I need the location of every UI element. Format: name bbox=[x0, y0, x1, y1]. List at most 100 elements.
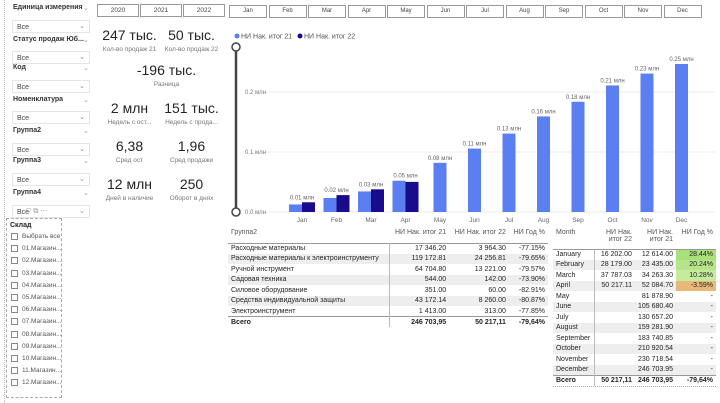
month-button-sep[interactable]: Sep bbox=[545, 5, 583, 18]
checkbox[interactable] bbox=[11, 257, 18, 265]
filter-dropdown[interactable]: Все ⌄ bbox=[12, 51, 90, 64]
warehouse-item[interactable]: 12.Магазин... bbox=[11, 379, 62, 387]
month-button-mar[interactable]: Mar bbox=[308, 5, 346, 18]
chevron-down-icon[interactable]: ⌄ bbox=[83, 158, 89, 165]
filter-icon[interactable]: ▽ ⧉ ⋯ bbox=[26, 208, 48, 215]
chevron-down-icon[interactable]: ⌄ bbox=[83, 190, 89, 197]
table-row[interactable]: Силовое оборудование 351.00 60.00 -82.91% bbox=[228, 285, 548, 296]
chevron-down-icon[interactable]: ⌄ bbox=[83, 65, 89, 72]
chevron-down-icon[interactable]: ⌄ bbox=[83, 5, 89, 12]
table-row[interactable]: June 105 680.40- bbox=[553, 301, 716, 312]
table-row[interactable]: October 210 920.54- bbox=[553, 343, 716, 354]
bar-21-feb[interactable] bbox=[323, 197, 337, 212]
year-button-2021[interactable]: 2021 bbox=[140, 4, 182, 17]
warehouse-item[interactable]: Выбрать все bbox=[11, 233, 60, 240]
month-button-nov[interactable]: Nov bbox=[624, 5, 662, 18]
filter-dropdown[interactable]: Все ⌄ bbox=[12, 143, 90, 156]
table-row[interactable]: Расходные материалы 17 346.20 3 964.30 -77.… bbox=[228, 243, 548, 254]
warehouse-item[interactable]: 08.Магазин... bbox=[11, 330, 62, 338]
bar-21-nov[interactable] bbox=[640, 73, 654, 212]
bar-21-jan[interactable] bbox=[289, 204, 302, 212]
warehouse-item[interactable]: 05.Магазин... bbox=[11, 294, 62, 301]
bar-21-apr[interactable] bbox=[392, 180, 406, 212]
bar-21-oct[interactable] bbox=[606, 85, 619, 212]
filter-dropdown[interactable]: Все ⌄ bbox=[12, 173, 90, 186]
table-row[interactable]: Садовая техника 544.00 142.00 -73.90% bbox=[228, 274, 548, 285]
year-button-2020[interactable]: 2020 bbox=[97, 4, 139, 17]
warehouse-item[interactable]: 09.Магазин... bbox=[11, 342, 62, 350]
chevron-down-icon[interactable]: ⌄ bbox=[83, 128, 89, 135]
checkbox[interactable] bbox=[11, 318, 18, 326]
bar-22-apr[interactable] bbox=[405, 181, 419, 212]
warehouse-item[interactable]: 07.Магазин... bbox=[11, 318, 62, 326]
checkbox[interactable] bbox=[11, 306, 18, 314]
checkbox[interactable] bbox=[11, 355, 18, 362]
table-row[interactable]: February 28 179.00 23 435.00 20.24% bbox=[553, 259, 716, 270]
bar-22-mar[interactable] bbox=[371, 189, 384, 212]
column-header[interactable]: Month bbox=[556, 229, 576, 236]
table-row[interactable]: Расходные материалы к электроинструменту… bbox=[228, 253, 548, 264]
checkbox[interactable] bbox=[11, 233, 18, 240]
column-header[interactable]: НИ Нак. итог 21 bbox=[394, 229, 447, 236]
month-button-oct[interactable]: Oct bbox=[584, 5, 623, 18]
bar-21-sep[interactable] bbox=[571, 101, 585, 212]
column-header[interactable]: НИ Нак. итог 21 bbox=[647, 229, 674, 243]
bar-21-may[interactable] bbox=[433, 162, 447, 212]
table-row[interactable]: November 230 718.54 - bbox=[553, 354, 716, 365]
bar-22-jan[interactable] bbox=[302, 202, 315, 212]
month-button-jul[interactable]: Jul bbox=[466, 5, 504, 18]
month-button-may[interactable]: May bbox=[387, 5, 425, 18]
table-row[interactable]: August 159 281.90- bbox=[553, 322, 716, 333]
bar-21-mar[interactable] bbox=[358, 191, 371, 212]
checkbox[interactable] bbox=[11, 281, 18, 289]
table-row[interactable]: April 50 217.11 52 084.70 -3.59% bbox=[553, 280, 716, 291]
bar-22-feb[interactable] bbox=[336, 195, 350, 212]
filter-dropdown[interactable]: Все ⌄ bbox=[12, 111, 90, 124]
warehouse-item[interactable]: 04.Магазин... bbox=[11, 281, 62, 289]
chevron-down-icon[interactable]: ⌄ bbox=[83, 37, 89, 44]
chevron-down-icon[interactable]: ⌄ bbox=[83, 97, 89, 104]
table-row[interactable]: Электроинструмент 1 413.00 313.00 -77.85% bbox=[228, 306, 548, 317]
checkbox[interactable] bbox=[11, 367, 18, 375]
month-button-jan[interactable]: Jan bbox=[229, 5, 267, 18]
table-row[interactable]: Средства индивидуальной защиты 43 172.14 8… bbox=[228, 295, 548, 306]
bar-21-jun[interactable] bbox=[468, 148, 481, 212]
checkbox[interactable] bbox=[11, 342, 18, 350]
column-header[interactable]: Группа2 bbox=[231, 229, 258, 236]
month-button-dec[interactable]: Dec bbox=[663, 5, 702, 18]
column-header[interactable]: НИ Нак. итог 22 bbox=[454, 229, 506, 236]
month-button-feb[interactable]: Feb bbox=[268, 5, 307, 18]
table-row[interactable]: March 37 787.03 34 263.30 10.28% bbox=[553, 270, 716, 281]
filter-dropdown[interactable]: Все ⌄ bbox=[12, 20, 90, 33]
year-button-2022[interactable]: 2022 bbox=[183, 4, 225, 17]
table-row[interactable]: July 130 657.20 - bbox=[553, 312, 716, 323]
checkbox[interactable] bbox=[11, 379, 18, 387]
table-row[interactable]: Ручной инструмент 64 704.80 13 221.00 -79.5… bbox=[228, 264, 548, 275]
column-header[interactable]: НИ Год % bbox=[513, 229, 545, 236]
filter-dropdown[interactable]: Все ⌄ bbox=[12, 205, 90, 218]
checkbox[interactable] bbox=[11, 294, 18, 301]
table-row[interactable]: September 183 740.85 - bbox=[553, 333, 716, 344]
warehouse-item[interactable]: 03.Магазин... bbox=[11, 269, 62, 277]
table-row[interactable]: January 16 202.00 12 614.00 28.44% bbox=[553, 249, 716, 260]
bar-21-aug[interactable] bbox=[537, 116, 550, 212]
slider-handle-bottom[interactable] bbox=[231, 207, 241, 217]
table-row[interactable]: May 81 878.90 - bbox=[553, 291, 716, 302]
bar-21-dec[interactable] bbox=[675, 63, 688, 213]
checkbox[interactable] bbox=[11, 330, 18, 338]
warehouse-item[interactable]: 10.Магазин... bbox=[11, 355, 62, 362]
slider-handle-top[interactable] bbox=[231, 42, 241, 52]
bar-21-jul[interactable] bbox=[502, 133, 516, 212]
checkbox[interactable] bbox=[11, 269, 18, 277]
month-button-apr[interactable]: Apr bbox=[347, 5, 386, 18]
warehouse-item[interactable]: 11.Магазин... bbox=[11, 367, 61, 375]
column-header[interactable]: НИ Год % bbox=[681, 229, 713, 236]
table-row[interactable]: December 246 703.95- bbox=[553, 364, 716, 375]
warehouse-item[interactable]: 02.Магазин... bbox=[11, 257, 62, 265]
warehouse-item[interactable]: 01.Магазин... bbox=[11, 245, 62, 253]
warehouse-item[interactable]: 06.Магазин... bbox=[11, 306, 62, 314]
month-button-jun[interactable]: Jun bbox=[426, 5, 465, 18]
filter-dropdown[interactable]: Все ⌄ bbox=[12, 80, 90, 93]
month-button-aug[interactable]: Aug bbox=[505, 5, 544, 18]
checkbox[interactable] bbox=[11, 245, 18, 253]
